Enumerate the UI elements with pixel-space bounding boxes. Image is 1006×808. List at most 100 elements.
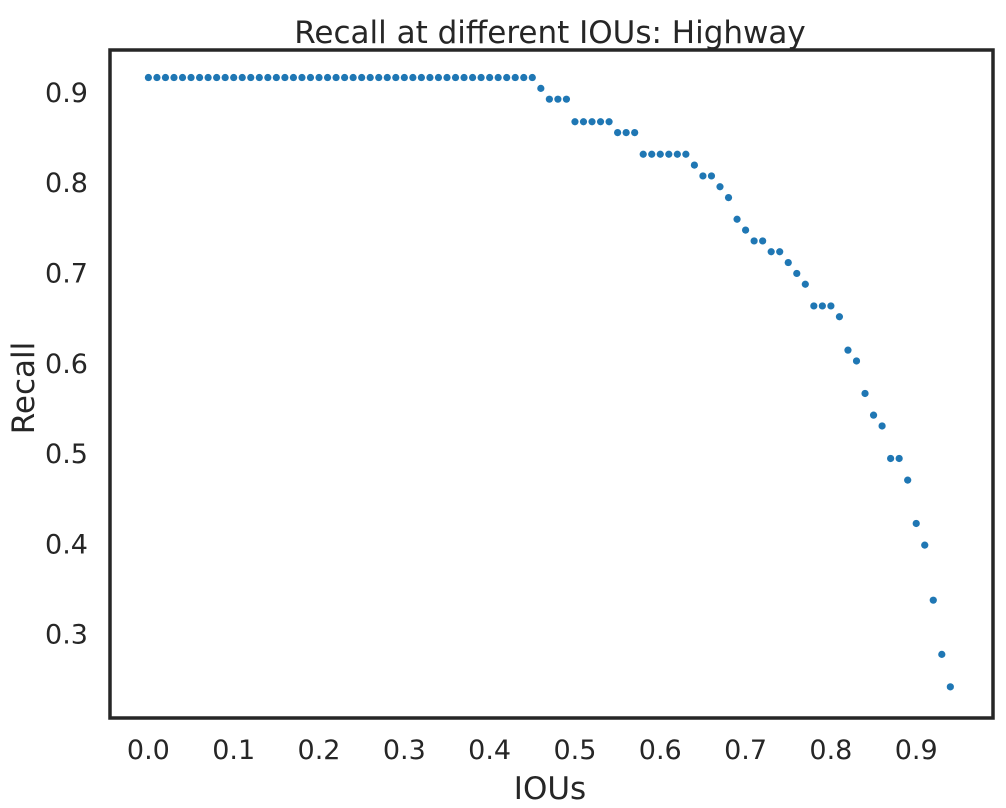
data-point	[358, 73, 366, 82]
data-point	[272, 73, 280, 82]
data-points	[144, 73, 954, 691]
data-point	[648, 150, 656, 158]
data-point	[494, 73, 502, 82]
data-point	[187, 73, 195, 82]
x-tick-label: 0.7	[724, 735, 767, 766]
data-point	[869, 411, 878, 419]
data-point	[724, 193, 733, 202]
data-point	[562, 95, 571, 103]
data-point	[460, 73, 468, 82]
data-point	[332, 73, 340, 82]
data-point	[443, 73, 451, 82]
data-point	[417, 73, 425, 82]
data-point	[195, 73, 204, 82]
x-tick-label: 0.5	[553, 735, 596, 766]
data-point	[571, 118, 579, 126]
data-point	[733, 215, 741, 223]
data-point	[793, 269, 801, 278]
data-point	[323, 73, 332, 82]
y-tick-label: 0.4	[45, 529, 88, 560]
data-point	[434, 73, 443, 82]
data-point	[451, 73, 460, 82]
data-point	[579, 118, 588, 126]
data-point	[554, 95, 562, 103]
data-point	[468, 73, 477, 82]
y-tick-label: 0.3	[45, 620, 88, 651]
data-point	[639, 150, 647, 158]
data-point	[170, 73, 178, 82]
x-tick-label: 0.0	[127, 735, 170, 766]
data-point	[861, 389, 869, 398]
data-point	[895, 454, 903, 463]
data-point	[230, 73, 238, 82]
x-tick-label: 0.8	[809, 735, 852, 766]
data-point	[255, 73, 263, 82]
data-point	[665, 150, 673, 158]
data-point	[238, 73, 246, 82]
data-point	[631, 128, 639, 137]
data-point	[767, 248, 775, 256]
data-point	[699, 172, 707, 180]
data-point	[264, 73, 272, 82]
data-point	[750, 237, 758, 245]
data-point	[383, 73, 391, 82]
x-tick-label: 0.2	[298, 735, 341, 766]
data-point	[716, 183, 724, 191]
data-point	[221, 73, 229, 82]
axis-ticks: 0.0 0.1 0.2 0.3 0.4 0.5 0.6 0.7 0.8 0.9 0.3 0.4 0.5 0…	[45, 78, 938, 766]
x-tick-label: 0.9	[895, 735, 938, 766]
data-point	[281, 73, 289, 82]
data-point	[520, 73, 528, 82]
data-point	[912, 519, 920, 528]
data-point	[690, 161, 699, 169]
data-point	[153, 73, 161, 82]
data-point	[835, 313, 844, 321]
data-point	[827, 302, 835, 310]
data-point	[178, 73, 187, 82]
data-point	[315, 73, 323, 82]
data-point	[341, 73, 349, 82]
data-point	[673, 150, 681, 158]
data-point	[545, 95, 553, 103]
data-point	[904, 476, 912, 484]
data-point	[400, 73, 408, 82]
y-tick-label: 0.7	[45, 259, 88, 290]
data-point	[938, 650, 946, 658]
data-point	[759, 237, 767, 245]
data-point	[784, 258, 792, 267]
x-tick-label: 0.3	[383, 735, 426, 766]
data-point	[810, 302, 818, 310]
data-point	[921, 541, 929, 549]
data-point	[349, 73, 357, 82]
data-point	[852, 357, 861, 365]
data-point	[306, 73, 315, 82]
data-point	[596, 118, 605, 126]
data-point	[682, 150, 690, 158]
data-point	[392, 73, 400, 82]
data-point	[477, 73, 485, 82]
x-tick-label: 0.6	[639, 735, 682, 766]
data-point	[588, 118, 596, 126]
data-point	[213, 73, 221, 82]
data-point	[929, 596, 937, 604]
data-point	[741, 226, 750, 234]
data-point	[946, 683, 954, 691]
data-point	[537, 84, 545, 92]
y-axis-label: Recall	[6, 342, 42, 435]
data-point	[204, 73, 212, 82]
data-point	[426, 73, 434, 82]
plot-frame	[108, 48, 995, 720]
data-point	[247, 73, 255, 82]
y-tick-label: 0.5	[45, 439, 88, 470]
data-point	[511, 73, 519, 82]
data-point	[503, 73, 511, 82]
x-tick-label: 0.4	[468, 735, 511, 766]
data-point	[614, 128, 622, 137]
data-point	[289, 73, 298, 82]
data-point	[375, 73, 383, 82]
data-point	[486, 73, 494, 82]
data-point	[656, 150, 664, 158]
y-tick-label: 0.9	[45, 78, 88, 109]
data-point	[801, 280, 809, 288]
